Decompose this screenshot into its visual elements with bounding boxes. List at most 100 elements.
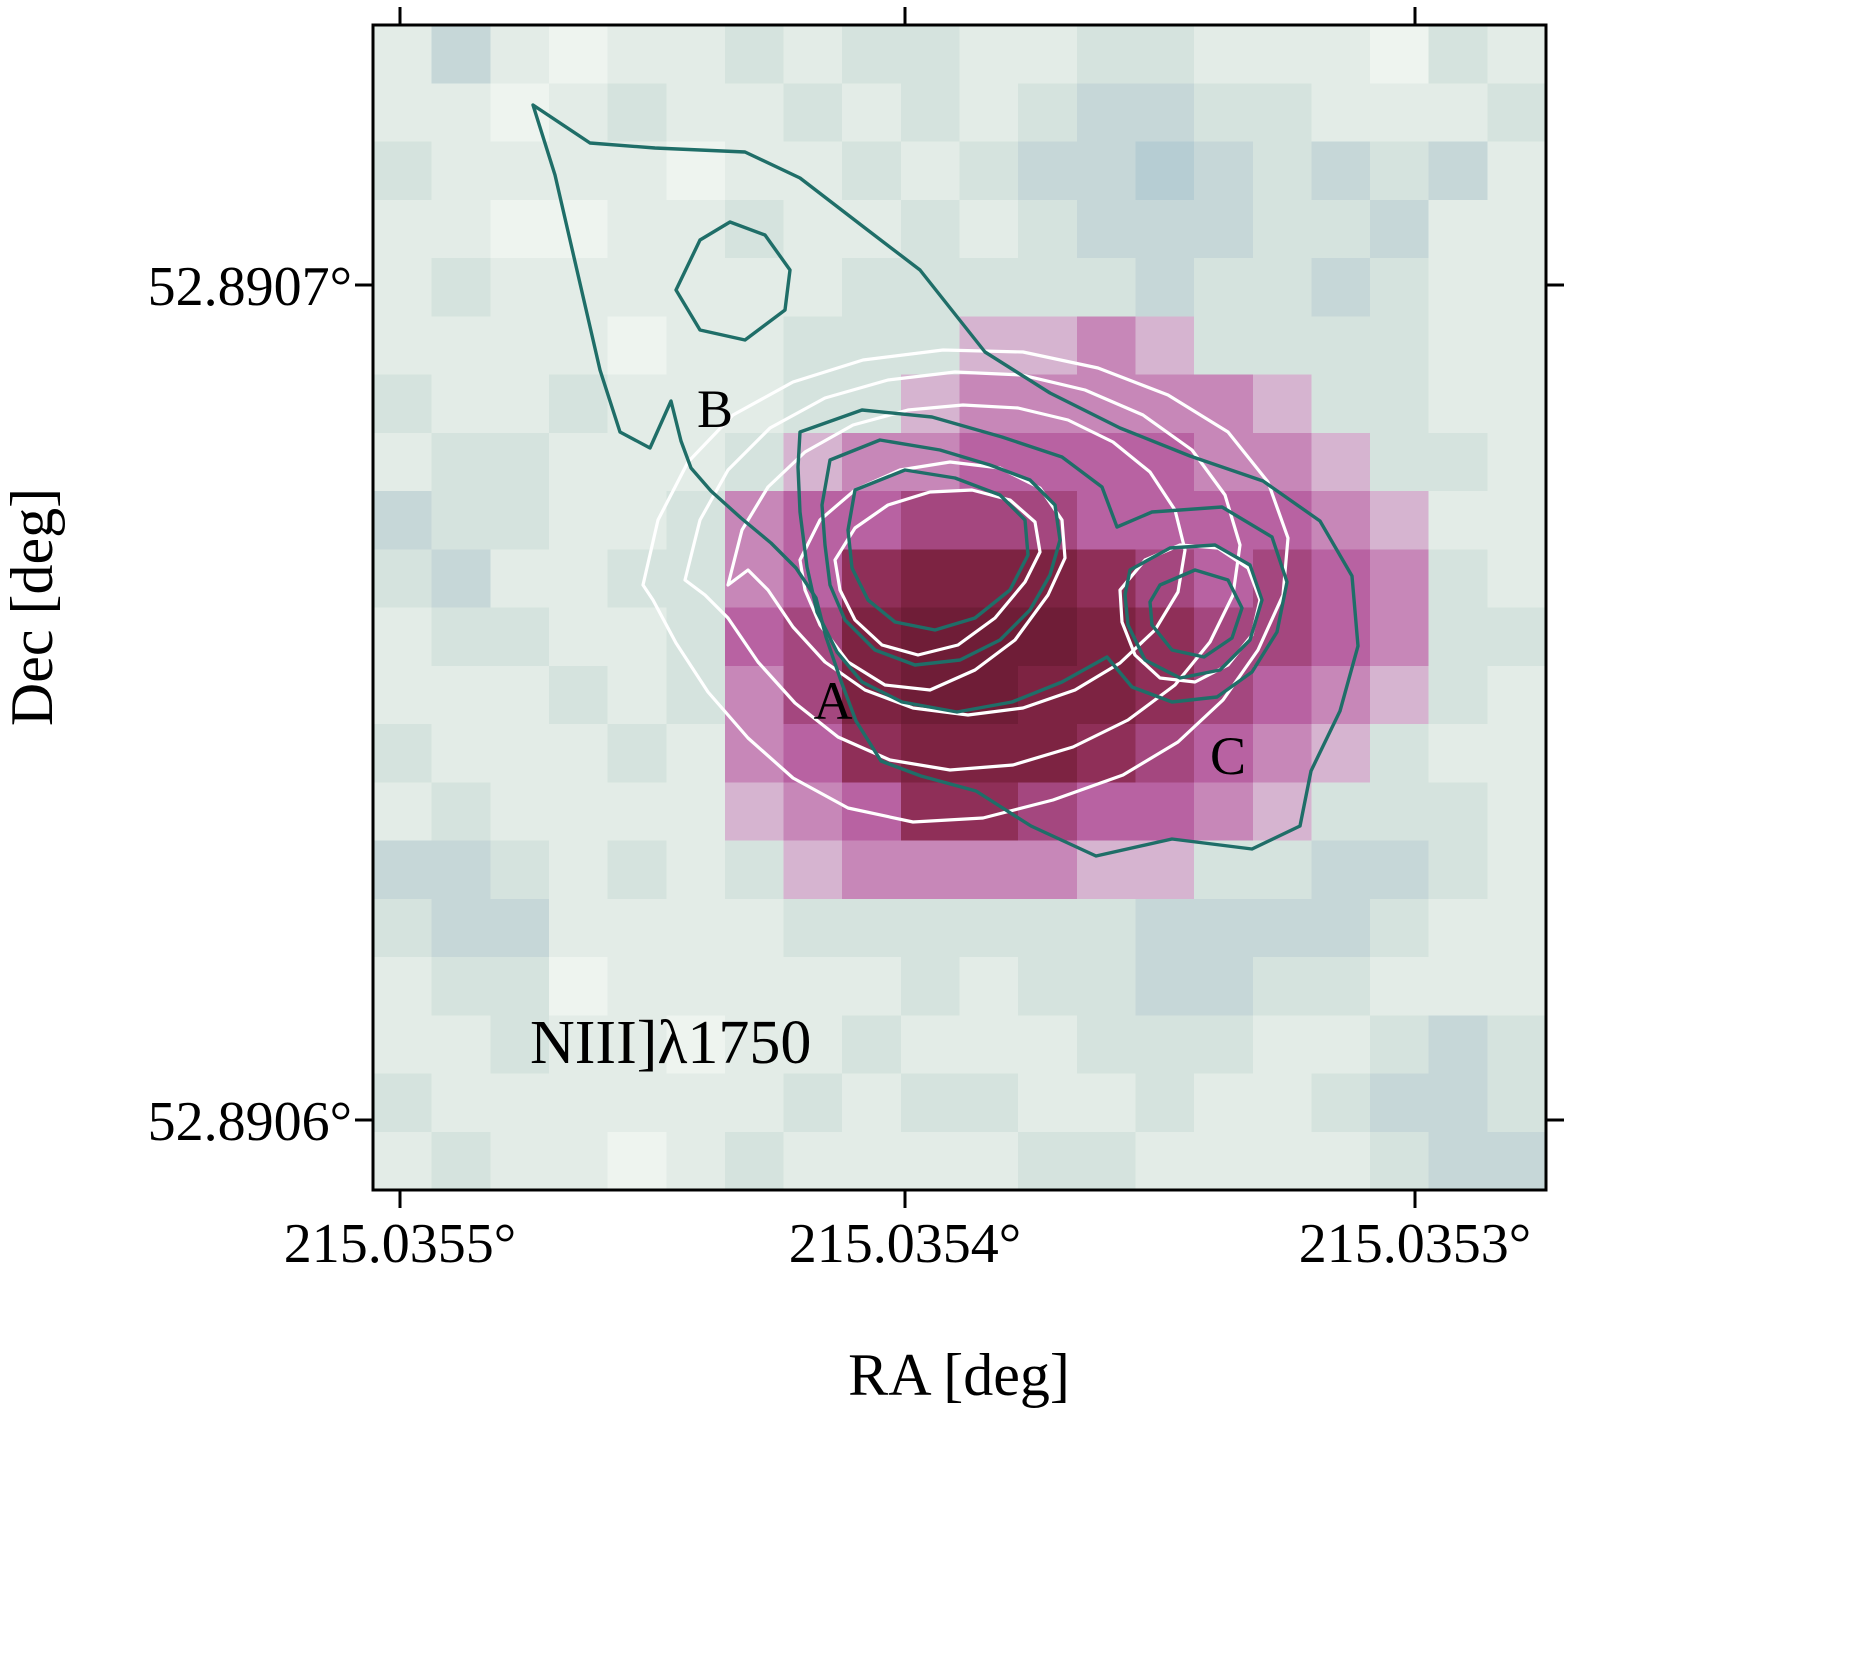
heatmap-cell [1370, 258, 1430, 318]
heatmap-cell [431, 1015, 492, 1075]
heatmap-cell [959, 1015, 1020, 1075]
heatmap-cell [900, 491, 961, 551]
heatmap-cell [1370, 782, 1430, 842]
heatmap-cell [431, 199, 492, 260]
heatmap-cell [1076, 199, 1137, 260]
heatmap-cell [431, 83, 492, 143]
heatmap-cell [607, 1131, 668, 1191]
heatmap-layer [373, 25, 1546, 1191]
heatmap-cell [1135, 549, 1196, 609]
heatmap-cell [490, 840, 551, 900]
heatmap-cell [1076, 957, 1137, 1017]
heatmap-cell [666, 549, 727, 609]
heatmap-cell [431, 957, 492, 1017]
contour-path [1123, 543, 1264, 680]
heatmap-cell [607, 1015, 668, 1075]
heatmap-cell [1252, 957, 1313, 1017]
heatmap-cell [724, 1073, 785, 1133]
heatmap-cell [959, 1073, 1020, 1133]
heatmap-cell [373, 491, 433, 551]
heatmap-cell [724, 782, 785, 842]
heatmap-cell [1428, 1131, 1489, 1191]
contour-path [833, 488, 1042, 657]
heatmap-cell [1076, 432, 1137, 493]
heatmap-cell [1135, 316, 1196, 376]
heatmap-cell [783, 782, 844, 842]
heatmap-cell [1311, 957, 1372, 1017]
plot-frame [371, 23, 1548, 1192]
heatmap-cell [1370, 607, 1430, 667]
heatmap-cell [1428, 491, 1489, 551]
heatmap-cell [783, 1073, 844, 1133]
heatmap-cell [724, 840, 785, 900]
heatmap-cell [959, 1131, 1020, 1191]
heatmap-cell [783, 316, 844, 376]
heatmap-cell [1194, 1131, 1254, 1191]
heatmap-cell [549, 607, 609, 667]
heatmap-cell [900, 1073, 961, 1133]
heatmap-cell [666, 840, 727, 900]
heatmap-cell [1487, 957, 1546, 1017]
heatmap-cell [549, 1015, 609, 1075]
heatmap-cell [1018, 141, 1078, 201]
contour-path [531, 103, 1360, 858]
heatmap-cell [1135, 665, 1196, 726]
heatmap-cell [1194, 898, 1254, 959]
heatmap-cell [1428, 83, 1489, 143]
heatmap-cell [490, 549, 551, 609]
heatmap-cell [490, 432, 551, 493]
heatmap-cell [1311, 1131, 1372, 1191]
heatmap-cell [724, 1131, 785, 1191]
heatmap-cell [724, 1015, 785, 1075]
heatmap-cell [431, 1131, 492, 1191]
heatmap-cell [1252, 840, 1313, 900]
heatmap-cell [549, 782, 609, 842]
heatmap-cell [1018, 1073, 1078, 1133]
heatmap-cell [1428, 432, 1489, 493]
heatmap-cell [607, 25, 668, 85]
heatmap-cell [1018, 316, 1078, 376]
heatmap-cell [666, 1131, 727, 1191]
heatmap-cell [783, 840, 844, 900]
heatmap-cell [490, 258, 551, 318]
heatmap-cell [1194, 25, 1254, 85]
heatmap-cell [1428, 665, 1489, 726]
heatmap-cell [1370, 374, 1430, 434]
heatmap-cell [1018, 258, 1078, 318]
heatmap-cell [666, 1073, 727, 1133]
heatmap-cell [490, 724, 551, 784]
heatmap-cell [1135, 1073, 1196, 1133]
heatmap-cell [1076, 1131, 1137, 1191]
heatmap-cell [1311, 782, 1372, 842]
heatmap-cell [373, 1073, 433, 1133]
heatmap-cell [1076, 782, 1137, 842]
heatmap-cell [1194, 840, 1254, 900]
region-label-a: A [814, 671, 853, 731]
heatmap-cell [842, 316, 903, 376]
heatmap-cell [549, 25, 609, 85]
heatmap-cell [1428, 141, 1489, 201]
heatmap-cell [959, 840, 1020, 900]
heatmap-cell [666, 25, 727, 85]
heatmap-cell [1487, 1131, 1546, 1191]
heatmap-cell [490, 491, 551, 551]
heatmap-cell [490, 607, 551, 667]
heatmap-cell [549, 199, 609, 260]
heatmap-cell [959, 25, 1020, 85]
heatmap-cell [1194, 258, 1254, 318]
heatmap-cell [1018, 898, 1078, 959]
heatmap-cell [431, 491, 492, 551]
heatmap-cell [842, 25, 903, 85]
heatmap-cell [549, 491, 609, 551]
heatmap-cell [607, 898, 668, 959]
heatmap-cell [724, 491, 785, 551]
heatmap-cell [666, 957, 727, 1017]
heatmap-cell [1018, 957, 1078, 1017]
heatmap-cell [1252, 724, 1313, 784]
heatmap-cell [842, 1015, 903, 1075]
heatmap-cell [1487, 898, 1546, 959]
heatmap-cell [1428, 316, 1489, 376]
contour-path [846, 468, 1030, 632]
heatmap-cell [1252, 374, 1313, 434]
